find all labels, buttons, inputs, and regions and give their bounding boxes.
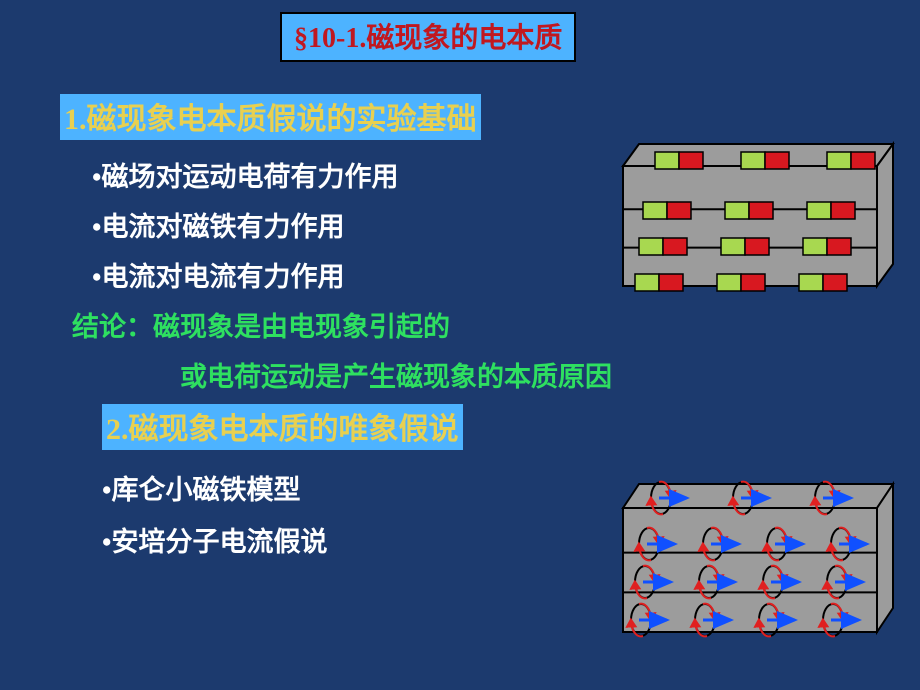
bullet-1-1: •磁场对运动电荷有力作用	[92, 155, 398, 194]
slide-title: §10-1.磁现象的电本质	[294, 23, 562, 54]
bullet-1-3: •电流对电流有力作用	[92, 255, 344, 294]
conclusion-label: 结论：	[72, 312, 153, 342]
slide-title-box: §10-1.磁现象的电本质	[280, 12, 576, 62]
conclusion-line-2: 或电荷运动是产生磁现象的本质原因	[180, 355, 612, 394]
bullet-2-2: •安培分子电流假说	[102, 520, 327, 559]
diagram-magnets	[605, 140, 895, 305]
section-heading-2: 2.磁现象电本质的唯象假说	[102, 404, 463, 450]
conclusion-text-1: 磁现象是由电现象引起的	[153, 312, 450, 342]
bullet-1-2: •电流对磁铁有力作用	[92, 205, 344, 244]
section-heading-1: 1.磁现象电本质假说的实验基础	[60, 94, 481, 140]
bullet-2-1: •库仑小磁铁模型	[102, 468, 300, 507]
diagram-current-loops	[605, 478, 895, 653]
conclusion-line-1: 结论：磁现象是由电现象引起的	[72, 305, 450, 344]
